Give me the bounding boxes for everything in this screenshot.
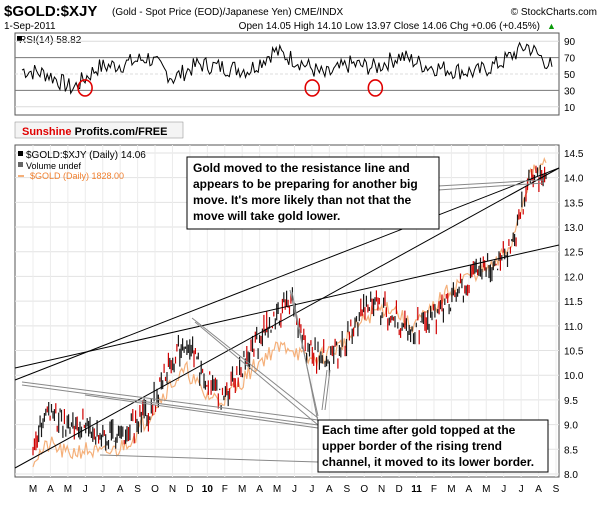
channel-upper-border — [14, 167, 560, 381]
chart-subtitle: (Gold - Spot Price (EOD)/Japanese Yen) C… — [112, 7, 344, 18]
annotation-pointer-lines — [21, 289, 331, 463]
legend-volume-label: Volume undef — [26, 161, 82, 171]
month-tick-label: S — [343, 484, 350, 495]
price-tick-label: 12.5 — [564, 248, 584, 259]
month-tick-label: A — [256, 484, 263, 495]
month-tick-label: M — [447, 484, 455, 495]
legend-main-swatch — [18, 151, 23, 156]
month-tick-label: N — [169, 484, 176, 495]
legend-volume-swatch — [18, 162, 23, 167]
price-tick-label: 13.5 — [564, 198, 584, 209]
month-tick-label: J — [519, 484, 524, 495]
annotation-bottom-box — [317, 419, 549, 473]
rsi-tick-label: 70 — [564, 54, 576, 65]
month-tick-label: J — [501, 484, 506, 495]
watermark: © StockCharts.com — [511, 7, 597, 18]
brand-strip — [14, 121, 184, 139]
month-tick-label: S — [134, 484, 141, 495]
price-tick-label: 12.0 — [564, 272, 584, 283]
price-tick-label: 8.0 — [564, 470, 578, 481]
channel-lower-border — [14, 167, 560, 469]
month-tick-label: F — [222, 484, 228, 495]
price-tick-label: 11.5 — [564, 297, 583, 308]
month-tick-label: M — [238, 484, 246, 495]
price-tick-label: 9.0 — [564, 421, 578, 432]
rsi-low-circle — [304, 79, 321, 97]
price-tick-label: 10.0 — [564, 371, 584, 382]
month-tick-label: F — [431, 484, 437, 495]
legend-gold-label: $GOLD (Daily) 1828.00 — [30, 171, 124, 181]
brand-rest: Profits.com/FREE — [72, 126, 168, 138]
rsi-tick-label: 10 — [564, 103, 576, 114]
month-tick-label: S — [553, 484, 560, 495]
rsi-tick-label: 90 — [564, 37, 576, 48]
month-tick-label: O — [360, 484, 368, 495]
month-tick-label: M — [482, 484, 490, 495]
month-tick-label: A — [535, 484, 542, 495]
price-tick-label: 14.5 — [564, 149, 584, 160]
rsi-tick-label: 30 — [564, 86, 576, 97]
ohlc-readout: Open 14.05 High 14.10 Low 13.97 Close 14… — [239, 21, 540, 32]
rsi-low-circle — [77, 79, 93, 97]
price-tick-label: 14.0 — [564, 174, 584, 185]
month-tick-label: M — [64, 484, 72, 495]
price-tick-label: 10.5 — [564, 347, 584, 358]
annotation-top-box — [186, 156, 440, 230]
annotation-bottom-text: Each time after gold topped at the upper… — [322, 423, 534, 469]
channel-lower-line — [14, 244, 560, 369]
month-tick-label: J — [292, 484, 297, 495]
up-arrow-icon: ▲ — [547, 21, 556, 31]
price-tick-label: 8.5 — [564, 445, 578, 456]
month-tick-label: 11 — [411, 484, 422, 495]
month-tick-label: 10 — [202, 484, 214, 495]
month-tick-label: A — [465, 484, 472, 495]
brand-text: Sunshine Profits.com/FREE — [22, 126, 167, 138]
month-tick-label: J — [83, 484, 88, 495]
annotation-top-text: Gold moved to the resistance line and ap… — [193, 161, 421, 223]
rsi-legend-swatch — [17, 36, 22, 41]
month-tick-label: J — [100, 484, 105, 495]
month-tick-label: M — [273, 484, 281, 495]
legend-main-label: $GOLD:$XJY (Daily) 14.06 — [26, 150, 146, 161]
month-tick-label: A — [326, 484, 333, 495]
brand-sunshine: Sunshine — [22, 126, 72, 138]
month-tick-label: J — [309, 484, 314, 495]
month-tick-label: D — [186, 484, 193, 495]
price-tick-label: 11.0 — [564, 322, 583, 333]
rsi-tick-label: 50 — [564, 70, 576, 81]
rsi-label: RSI(14) 58.82 — [19, 35, 82, 46]
month-tick-label: O — [151, 484, 159, 495]
month-tick-label: A — [47, 484, 54, 495]
rsi-low-circle — [367, 79, 384, 97]
month-tick-label: M — [29, 484, 37, 495]
chart-title: $GOLD:$XJY — [4, 3, 97, 20]
chart-date: 1-Sep-2011 — [4, 21, 56, 32]
rsi-series-line — [21, 41, 553, 95]
month-tick-label: N — [378, 484, 385, 495]
top-annotation-pointer-lines — [437, 179, 545, 191]
price-tick-label: 13.0 — [564, 223, 584, 234]
month-tick-label: D — [395, 484, 402, 495]
price-tick-label: 9.5 — [564, 396, 578, 407]
month-tick-label: A — [117, 484, 124, 495]
